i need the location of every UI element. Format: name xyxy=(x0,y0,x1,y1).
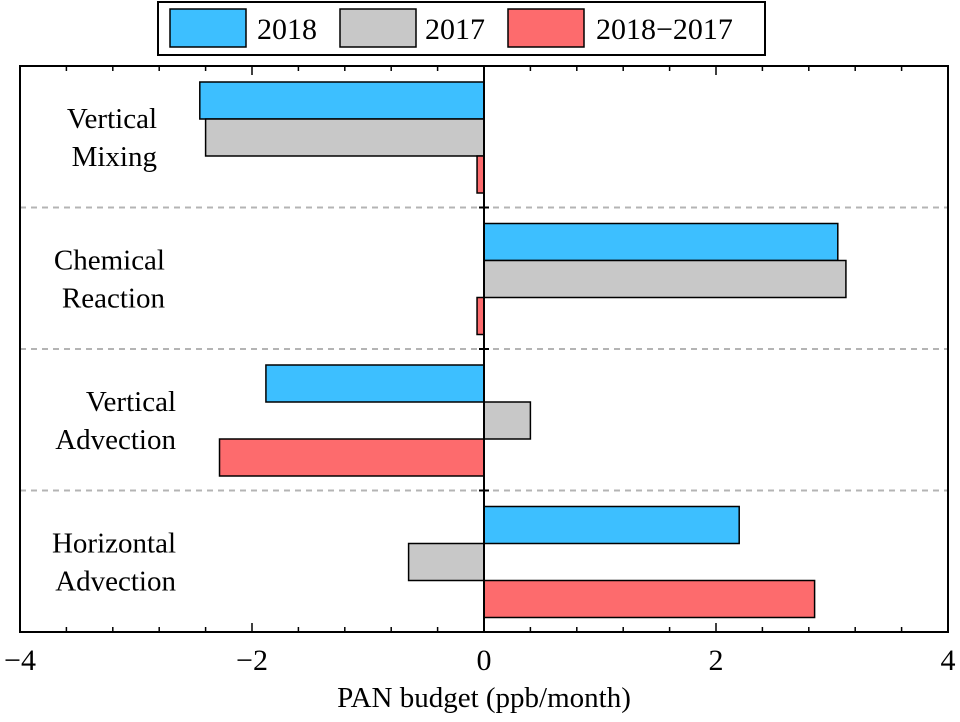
bar xyxy=(265,364,485,403)
x-tick-label: −2 xyxy=(236,644,268,677)
bar xyxy=(476,155,485,194)
legend-label-3: 2018−2017 xyxy=(596,13,733,46)
category-label: Vertical Mixing xyxy=(67,103,157,173)
bar xyxy=(483,505,740,545)
legend-box xyxy=(157,1,766,56)
bar xyxy=(483,579,816,619)
bar xyxy=(483,222,839,262)
legend-swatch-2 xyxy=(339,8,417,48)
bar xyxy=(204,118,485,157)
x-tick-label: −4 xyxy=(4,644,36,677)
category-labels: Vertical Mixing Chemical Reaction Vertical Ad… xyxy=(52,103,177,598)
bar xyxy=(483,259,847,299)
legend: 2018 2017 2018−2017 xyxy=(157,1,766,56)
bar xyxy=(476,296,485,336)
bar xyxy=(199,81,485,120)
x-tick-label: 4 xyxy=(941,644,956,677)
category-label: Vertical Advection xyxy=(55,386,176,456)
x-tick-label: 0 xyxy=(477,644,492,677)
legend-swatch-1 xyxy=(169,8,247,48)
category-label: Chemical Reaction xyxy=(54,244,166,314)
bar xyxy=(218,438,485,477)
x-axis-title: PAN budget (ppb/month) xyxy=(337,682,631,714)
legend-label-2: 2017 xyxy=(425,13,485,46)
zero-line xyxy=(479,66,489,632)
category-label: Horizontal Advection xyxy=(52,527,177,597)
bar xyxy=(483,401,532,440)
x-axis-ticks: −4 −2 0 2 4 xyxy=(4,66,956,677)
legend-label-1: 2018 xyxy=(257,13,317,46)
x-tick-label: 2 xyxy=(709,644,724,677)
bars xyxy=(199,81,847,619)
legend-swatch-3 xyxy=(507,8,585,48)
bar xyxy=(407,542,485,582)
